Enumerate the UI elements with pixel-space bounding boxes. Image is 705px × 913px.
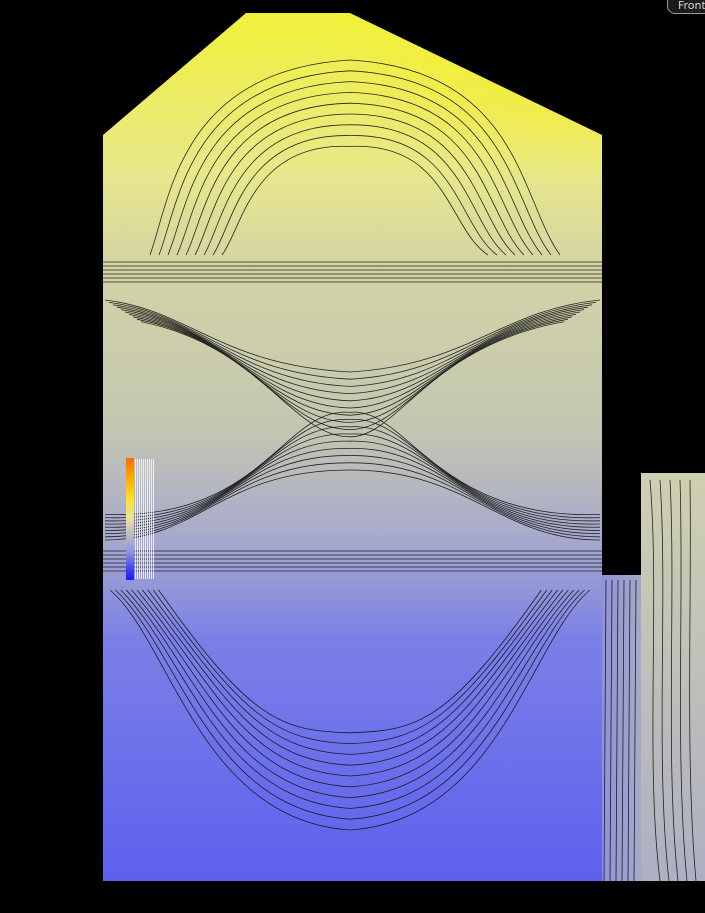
contour-line bbox=[621, 579, 625, 882]
contour-line bbox=[120, 589, 580, 809]
contour-line bbox=[194, 113, 516, 256]
contour-line bbox=[125, 589, 575, 799]
contour-line bbox=[120, 309, 585, 402]
contour-line bbox=[104, 426, 601, 522]
contour-line bbox=[112, 304, 593, 387]
contour-line bbox=[679, 479, 688, 882]
contour-line bbox=[185, 102, 525, 256]
contour-line bbox=[104, 455, 601, 535]
contour-line bbox=[115, 589, 585, 820]
contour-line bbox=[167, 81, 543, 256]
contour-line bbox=[158, 70, 552, 256]
contour-line bbox=[158, 589, 542, 734]
legend-tick-labels bbox=[135, 459, 155, 579]
contour-line bbox=[104, 411, 601, 515]
contour-line bbox=[124, 311, 581, 409]
color-legend bbox=[126, 458, 156, 580]
contour-line bbox=[104, 469, 601, 541]
contour-line bbox=[603, 579, 607, 882]
contour-lines bbox=[103, 59, 697, 882]
contour-line bbox=[104, 447, 601, 531]
contour-line bbox=[147, 589, 553, 755]
contour-line bbox=[221, 145, 489, 256]
contour-line bbox=[104, 440, 601, 528]
contour-line bbox=[203, 124, 507, 256]
contour-line bbox=[609, 579, 613, 882]
contour-line bbox=[108, 302, 597, 380]
contour-line bbox=[152, 589, 548, 745]
view-orientation-label[interactable]: Front bbox=[667, 0, 705, 14]
right-block-region bbox=[641, 473, 705, 881]
contour-line bbox=[140, 321, 565, 438]
contour-line bbox=[669, 479, 679, 882]
contour-line bbox=[104, 299, 601, 373]
contour-line bbox=[104, 462, 601, 538]
contour-line bbox=[633, 579, 637, 882]
contour-line bbox=[212, 135, 498, 256]
contour-line bbox=[149, 59, 561, 256]
contour-line bbox=[615, 579, 619, 882]
contour-line bbox=[649, 479, 661, 882]
contour-line bbox=[627, 579, 631, 882]
contour-line bbox=[689, 479, 697, 882]
contour-line bbox=[131, 589, 569, 788]
contour-line bbox=[136, 589, 564, 777]
contour-line bbox=[109, 589, 591, 831]
contour-line bbox=[104, 419, 601, 519]
contour-line bbox=[116, 306, 589, 395]
contour-line bbox=[104, 433, 601, 525]
contour-line bbox=[176, 91, 534, 256]
contour-line bbox=[142, 589, 558, 766]
contour-line bbox=[659, 479, 670, 882]
legend-color-bar bbox=[126, 458, 134, 580]
